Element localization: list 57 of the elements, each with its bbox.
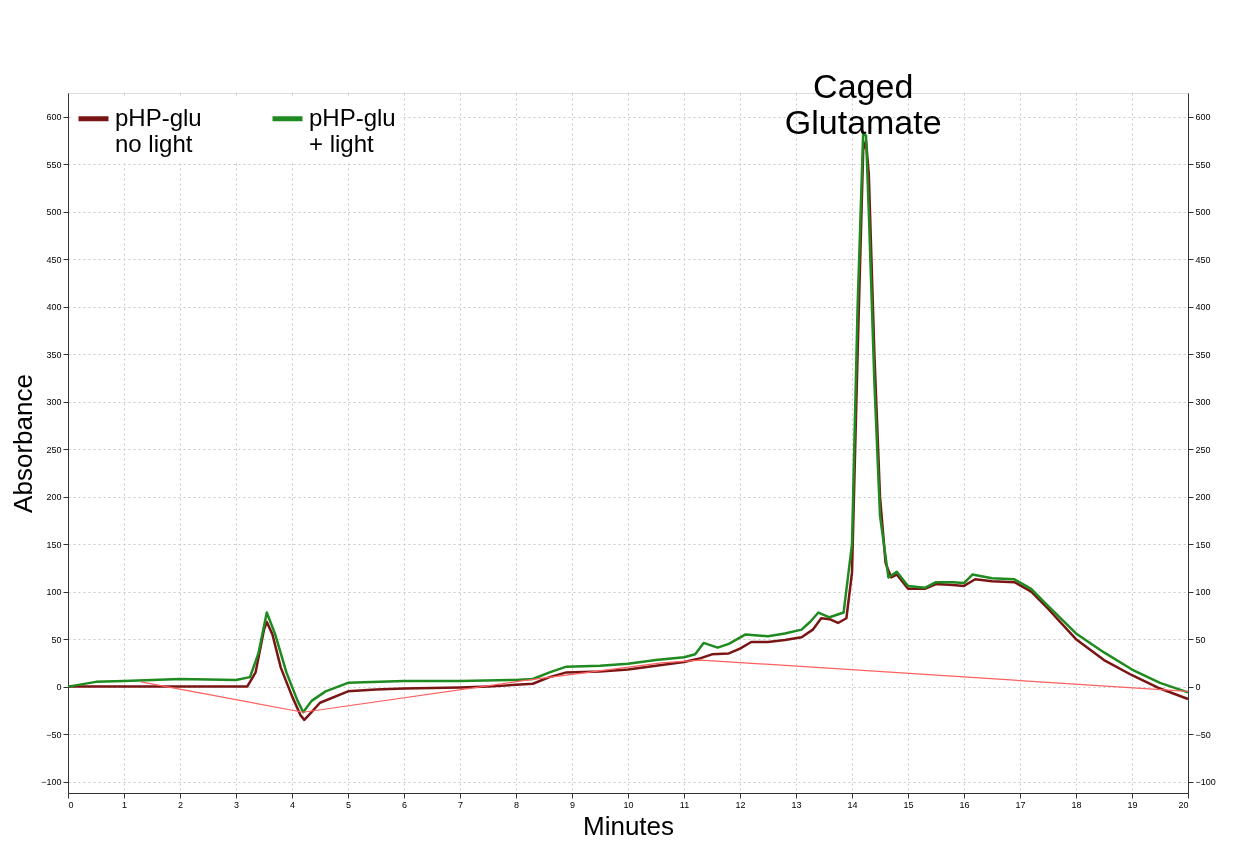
x-tick-label: 9 (569, 799, 576, 810)
x-tick-label: 18 (1071, 799, 1082, 810)
line-series (140, 659, 1189, 713)
x-tick-label: 7 (457, 799, 464, 810)
y2-tick-label: 50 (1195, 634, 1206, 645)
y2-tick-label: 100 (1195, 587, 1211, 598)
y2-tick-label: −50 (1195, 729, 1211, 740)
x-tick-label: 15 (903, 799, 914, 810)
x-tick-label: 20 (1178, 799, 1189, 810)
y-tick-label: 400 (46, 302, 62, 313)
legend-label: pHP-glu + light (309, 103, 396, 157)
x-tick-label: 3 (233, 799, 240, 810)
x-tick-label: 13 (791, 799, 802, 810)
x-tick-label: 10 (623, 799, 634, 810)
annotation: Caged Glutamate (784, 66, 942, 141)
y2-tick-label: 450 (1195, 254, 1211, 265)
x-tick-label: 16 (959, 799, 970, 810)
x-tick-label: 11 (679, 799, 690, 810)
x-tick-label: 1 (121, 799, 128, 810)
y2-tick-label: 350 (1195, 349, 1211, 360)
y2-tick-label: 200 (1195, 492, 1211, 503)
x-tick-label: 14 (847, 799, 858, 810)
y2-tick-label: 0 (1195, 682, 1201, 693)
y2-tick-label: −100 (1195, 777, 1216, 788)
x-tick-label: 8 (513, 799, 520, 810)
y-tick-label: 450 (46, 254, 62, 265)
x-tick-label: 2 (177, 799, 184, 810)
x-tick-label: 19 (1127, 799, 1138, 810)
x-tick-label: 17 (1015, 799, 1026, 810)
y-tick-label: 350 (46, 349, 62, 360)
y-tick-label: −50 (46, 729, 62, 740)
y2-tick-label: 150 (1195, 539, 1211, 550)
y-tick-label: −100 (41, 777, 62, 788)
y-tick-label: 100 (46, 587, 62, 598)
y2-tick-label: 250 (1195, 444, 1211, 455)
x-tick-label: 6 (401, 799, 408, 810)
y-tick-label: 600 (46, 112, 62, 123)
y-tick-label: 50 (51, 634, 62, 645)
y2-tick-label: 500 (1195, 207, 1211, 218)
y-tick-label: 550 (46, 159, 62, 170)
x-tick-label: 4 (289, 799, 296, 810)
x-tick-label: 12 (735, 799, 746, 810)
y-tick-label: 300 (46, 397, 62, 408)
legend-label: pHP-glu no light (115, 103, 202, 157)
y2-tick-label: 300 (1195, 397, 1211, 408)
y-tick-label: 0 (56, 682, 62, 693)
x-tick-label: 5 (345, 799, 352, 810)
y-tick-label: 150 (46, 539, 62, 550)
x-tick-label: 0 (68, 799, 74, 810)
y-axis-title: Absorbance (8, 374, 39, 513)
y-tick-label: 200 (46, 492, 62, 503)
y2-tick-label: 600 (1195, 112, 1211, 123)
y-tick-label: 250 (46, 444, 62, 455)
x-axis-title: Minutes (582, 810, 675, 841)
y-tick-label: 500 (46, 207, 62, 218)
y2-tick-label: 400 (1195, 302, 1211, 313)
y2-tick-label: 550 (1195, 159, 1211, 170)
